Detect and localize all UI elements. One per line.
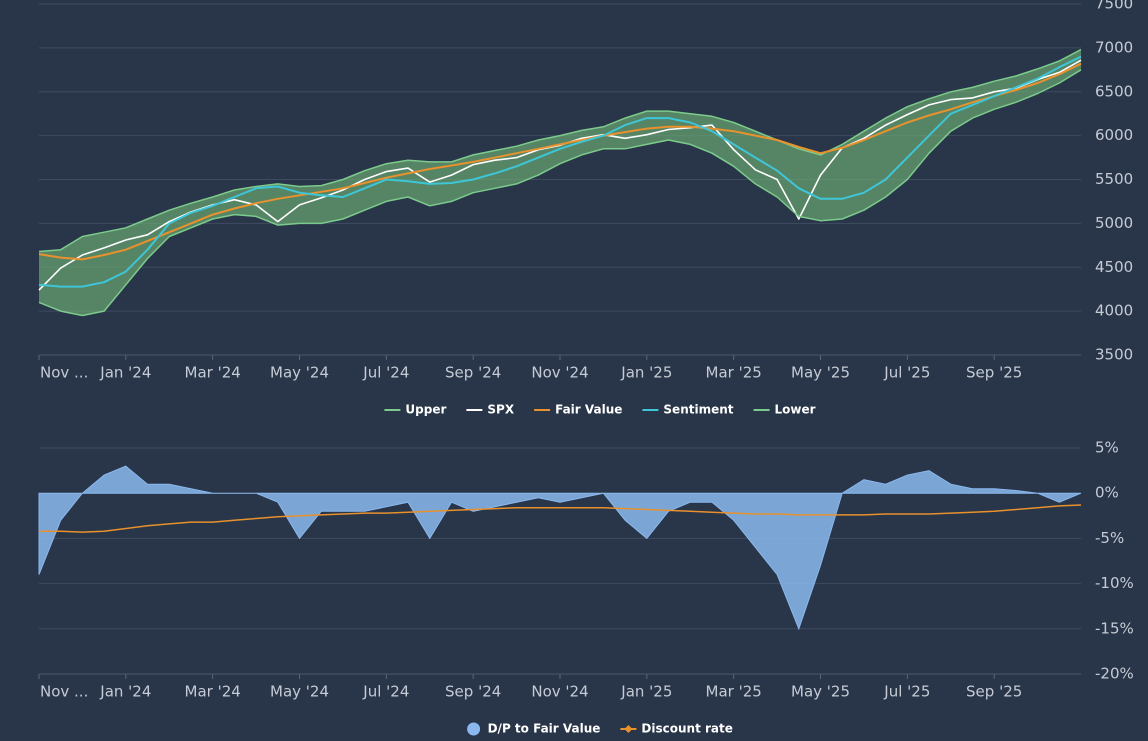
plot-1 <box>38 447 1082 679</box>
legend-marker <box>624 725 633 733</box>
series-area <box>38 465 1082 631</box>
legend-label: SPX <box>487 403 514 417</box>
legend-label: D/P to Fair Value <box>488 722 601 736</box>
legend-item: Fair Value <box>534 403 622 417</box>
x-tick-label: Jul '24 <box>362 683 409 701</box>
x-tick-label: Mar '25 <box>706 683 762 701</box>
x-tick-label: Jan '24 <box>99 683 151 701</box>
y-tick-label: -5% <box>1095 529 1124 547</box>
x-tick-label: Sep '25 <box>966 364 1022 382</box>
legend-label: Fair Value <box>555 403 622 417</box>
x-tick-label: Nov ... <box>40 683 88 701</box>
y-tick-label: 6500 <box>1095 82 1133 100</box>
x-tick-label: Jan '25 <box>620 364 672 382</box>
x-tick-label: Jul '25 <box>883 683 930 701</box>
legend-item: Lower <box>753 403 816 417</box>
legend-item: Upper <box>384 403 446 417</box>
x-tick-label: May '25 <box>791 683 850 701</box>
y-tick-label: 4000 <box>1095 302 1133 320</box>
legend-label: Sentiment <box>663 403 733 417</box>
legend-item: Sentiment <box>642 403 734 417</box>
x-tick-label: Mar '24 <box>185 683 241 701</box>
y-tick-label: 7500 <box>1095 0 1133 13</box>
x-tick-label: Sep '24 <box>445 683 501 701</box>
x-tick-label: Nov '24 <box>531 683 588 701</box>
plot-0 <box>38 3 1082 360</box>
x-tick-label: Mar '25 <box>706 364 762 382</box>
y-tick-label: -20% <box>1095 665 1134 683</box>
legend-marker <box>467 722 481 736</box>
series-line <box>38 48 1082 253</box>
series-line <box>38 55 1082 288</box>
band-fill <box>39 49 1081 316</box>
x-tick-label: May '25 <box>791 364 850 382</box>
x-tick-label: Jan '24 <box>99 364 151 382</box>
y-tick-label: 5% <box>1095 439 1119 457</box>
x-tick-label: Mar '24 <box>185 364 241 382</box>
x-tick-label: Sep '24 <box>445 364 501 382</box>
x-tick-label: Jul '25 <box>883 364 930 382</box>
legend-label: Lower <box>775 403 816 417</box>
x-tick-label: Sep '25 <box>966 683 1022 701</box>
y-tick-label: -15% <box>1095 619 1134 637</box>
legend: Upper SPX Fair Value Sentiment Lower <box>384 403 816 417</box>
x-tick-label: Jan '25 <box>620 683 672 701</box>
legend-item: Discount rate <box>620 722 733 736</box>
legend-item: D/P to Fair Value <box>467 722 600 736</box>
y-tick-label: 5000 <box>1095 214 1133 232</box>
x-tick-label: May '24 <box>270 683 329 701</box>
legend-label: Upper <box>405 403 446 417</box>
y-tick-label: 4500 <box>1095 258 1133 276</box>
x-tick-label: Nov '24 <box>531 364 588 382</box>
series-line <box>38 69 1082 317</box>
y-tick-label: 7000 <box>1095 38 1133 56</box>
y-tick-label: 3500 <box>1095 346 1133 364</box>
y-tick-label: 6000 <box>1095 126 1133 144</box>
legend-label: Discount rate <box>641 722 732 736</box>
series-line <box>38 62 1082 261</box>
legend: D/P to Fair Value Discount rate <box>467 722 733 736</box>
y-tick-label: -10% <box>1095 574 1134 592</box>
series-line <box>39 504 1082 533</box>
x-tick-label: Jul '24 <box>362 364 409 382</box>
y-tick-label: 5500 <box>1095 170 1133 188</box>
y-tick-label: 0% <box>1095 484 1119 502</box>
x-tick-label: May '24 <box>270 364 329 382</box>
legend-item: SPX <box>466 403 515 417</box>
x-tick-label: Nov ... <box>40 364 88 382</box>
series-line <box>38 59 1082 291</box>
